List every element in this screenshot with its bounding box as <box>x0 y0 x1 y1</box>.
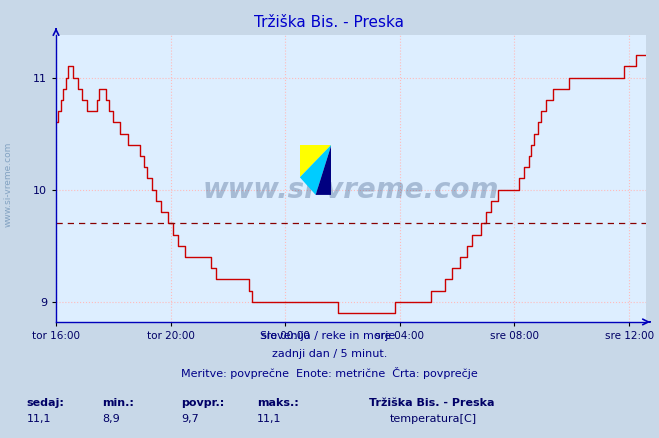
Text: zadnji dan / 5 minut.: zadnji dan / 5 minut. <box>272 349 387 359</box>
Text: min.:: min.: <box>102 398 134 408</box>
Polygon shape <box>316 145 331 195</box>
Polygon shape <box>300 145 331 195</box>
Text: www.si-vreme.com: www.si-vreme.com <box>203 176 499 204</box>
Text: maks.:: maks.: <box>257 398 299 408</box>
Text: povpr.:: povpr.: <box>181 398 225 408</box>
Text: temperatura[C]: temperatura[C] <box>390 414 477 424</box>
Text: Slovenija / reke in morje.: Slovenija / reke in morje. <box>260 331 399 341</box>
Text: Meritve: povprečne  Enote: metrične  Črta: povprečje: Meritve: povprečne Enote: metrične Črta:… <box>181 367 478 379</box>
Polygon shape <box>300 145 331 177</box>
Text: 8,9: 8,9 <box>102 414 120 424</box>
Text: 11,1: 11,1 <box>257 414 281 424</box>
Text: Tržiška Bis. - Preska: Tržiška Bis. - Preska <box>254 15 405 30</box>
Text: 9,7: 9,7 <box>181 414 199 424</box>
Text: 11,1: 11,1 <box>26 414 51 424</box>
Text: sedaj:: sedaj: <box>26 398 64 408</box>
Text: www.si-vreme.com: www.si-vreme.com <box>4 141 13 226</box>
Text: Tržiška Bis. - Preska: Tržiška Bis. - Preska <box>369 398 494 408</box>
